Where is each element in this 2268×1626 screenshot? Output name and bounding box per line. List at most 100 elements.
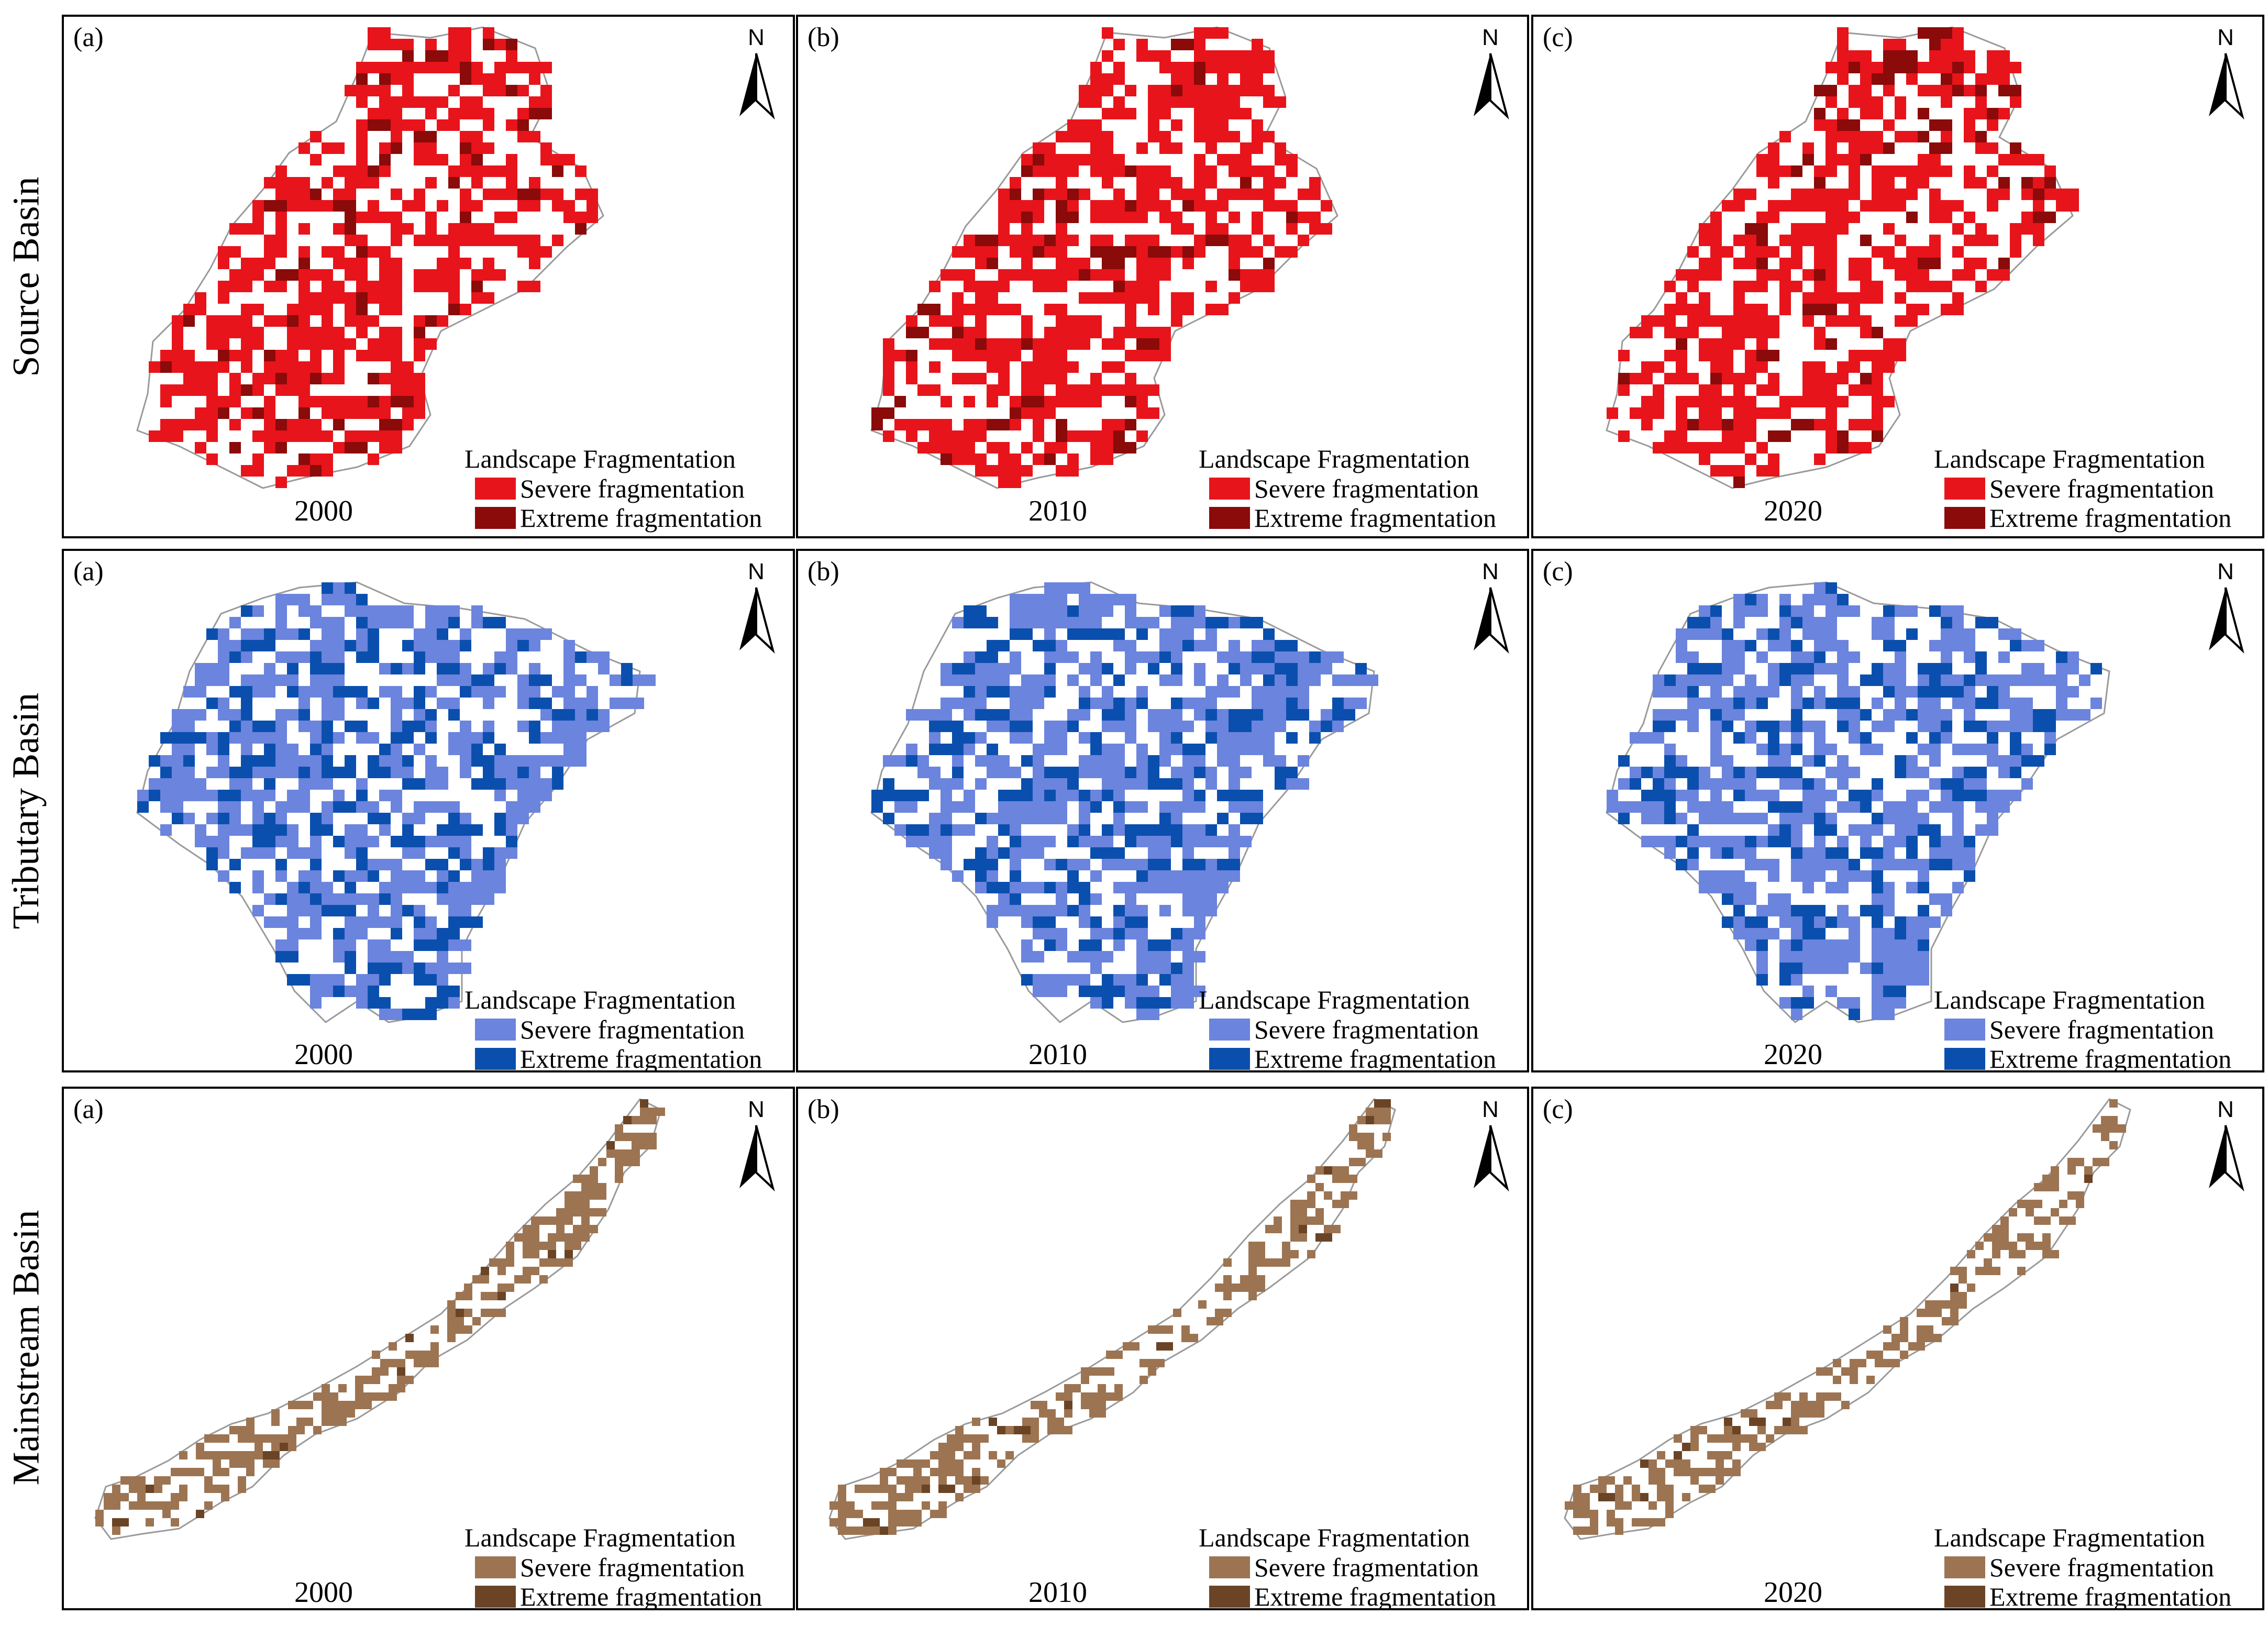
fragmentation-cell bbox=[379, 744, 391, 755]
fragmentation-cell bbox=[356, 870, 368, 882]
fragmentation-cell bbox=[529, 628, 540, 640]
fragmentation-cell bbox=[1676, 790, 1687, 801]
fragmentation-cell bbox=[1252, 165, 1263, 177]
fragmentation-cell bbox=[356, 594, 368, 605]
fragmentation-cell bbox=[160, 778, 183, 790]
fragmentation-cell bbox=[1791, 223, 1814, 235]
legend-label-extreme: Extreme fragmentation bbox=[1989, 1582, 2232, 1610]
fragmentation-cell bbox=[356, 350, 379, 361]
fragmentation-cell bbox=[345, 882, 356, 893]
fragmentation-cell bbox=[1929, 605, 1941, 617]
fragmentation-cell bbox=[1849, 350, 1860, 361]
fragmentation-cell bbox=[1139, 1376, 1148, 1384]
fragmentation-cell bbox=[310, 453, 322, 465]
fragmentation-cell bbox=[1779, 258, 1791, 269]
fragmentation-cell bbox=[964, 1476, 972, 1485]
fragmentation-cell bbox=[1113, 258, 1125, 269]
fragmentation-cell bbox=[252, 870, 264, 882]
fragmentation-cell bbox=[1229, 292, 1240, 304]
fragmentation-cell bbox=[964, 605, 987, 617]
fragmentation-cell bbox=[1021, 732, 1033, 744]
fragmentation-cell bbox=[1113, 281, 1125, 292]
fragmentation-cell bbox=[368, 246, 391, 258]
fragmentation-cell bbox=[1263, 721, 1275, 732]
fragmentation-cell bbox=[1148, 963, 1171, 974]
fragmentation-cell bbox=[1079, 594, 1090, 605]
fragmentation-cell bbox=[1274, 1216, 1282, 1225]
fragmentation-cell bbox=[1779, 939, 1791, 951]
fragmentation-cell bbox=[1906, 281, 1918, 292]
fragmentation-cell bbox=[1895, 939, 1918, 951]
fragmentation-cell bbox=[1733, 893, 1756, 905]
fragmentation-cell bbox=[1113, 721, 1125, 732]
fragmentation-cell bbox=[506, 235, 517, 246]
fragmentation-cell bbox=[2056, 651, 2067, 663]
fragmentation-cell bbox=[1687, 698, 1699, 709]
fragmentation-cell bbox=[1756, 974, 1768, 986]
fragmentation-cell bbox=[1263, 50, 1275, 62]
fragmentation-cell bbox=[1710, 721, 1722, 732]
fragmentation-cell bbox=[987, 744, 998, 755]
fragmentation-cell bbox=[275, 870, 287, 882]
basin-map bbox=[136, 26, 604, 489]
fragmentation-cell bbox=[523, 1233, 531, 1242]
fragmentation-cell bbox=[1791, 281, 1802, 292]
fragmentation-cell bbox=[1033, 698, 1044, 709]
fragmentation-cell bbox=[447, 1300, 456, 1309]
fragmentation-cell bbox=[1783, 1392, 1791, 1401]
fragmentation-cell bbox=[987, 396, 998, 407]
fragmentation-cell bbox=[964, 246, 975, 258]
fragmentation-cell bbox=[241, 721, 252, 732]
fragmentation-cell bbox=[1102, 292, 1113, 304]
fragmentation-cell bbox=[1975, 73, 1987, 85]
fragmentation-cell bbox=[345, 916, 356, 928]
fragmentation-cell bbox=[1010, 338, 1021, 350]
fragmentation-cell bbox=[913, 1518, 922, 1527]
fragmentation-cell bbox=[1710, 350, 1733, 361]
fragmentation-cell bbox=[517, 246, 529, 258]
fragmentation-cell bbox=[1263, 165, 1275, 177]
fragmentation-cell bbox=[897, 1510, 905, 1518]
fragmentation-cell bbox=[195, 419, 218, 430]
fragmentation-cell bbox=[333, 142, 345, 154]
fragmentation-cell bbox=[1623, 1476, 1632, 1485]
fragmentation-cell bbox=[1090, 963, 1102, 974]
fragmentation-cell bbox=[1676, 859, 1687, 870]
fragmentation-cell bbox=[1182, 292, 1194, 304]
fragmentation-cell bbox=[1779, 407, 1791, 419]
fragmentation-cell bbox=[1791, 419, 1814, 430]
fragmentation-cell bbox=[1756, 905, 1768, 916]
fragmentation-cell bbox=[1665, 1459, 1674, 1468]
fragmentation-cell bbox=[1682, 1459, 1690, 1468]
fragmentation-cell bbox=[345, 582, 356, 594]
fragmentation-cell bbox=[2051, 1183, 2059, 1191]
fragmentation-cell bbox=[1194, 73, 1205, 85]
fragmentation-cell bbox=[1987, 62, 1998, 73]
fragmentation-cell bbox=[1653, 396, 1664, 407]
fragmentation-cell bbox=[425, 50, 448, 62]
fragmentation-cell bbox=[1837, 905, 1849, 916]
fragmentation-cell bbox=[1148, 1325, 1156, 1334]
fragmentation-cell bbox=[252, 824, 264, 836]
fragmentation-cell bbox=[264, 663, 275, 674]
fragmentation-cell bbox=[938, 1451, 947, 1459]
fragmentation-cell bbox=[1194, 62, 1205, 73]
fragmentation-cell bbox=[275, 951, 287, 963]
fragmentation-cell bbox=[1113, 39, 1125, 50]
fragmentation-cell bbox=[1159, 212, 1182, 223]
fragmentation-cell bbox=[1906, 315, 1918, 327]
fragmentation-cell bbox=[1021, 258, 1033, 269]
fragmentation-cell bbox=[2051, 1208, 2059, 1216]
fragmentation-cell bbox=[1872, 928, 1883, 939]
fragmentation-cell bbox=[368, 640, 379, 651]
fragmentation-cell bbox=[517, 721, 529, 732]
fragmentation-cell bbox=[1883, 119, 1895, 131]
fragmentation-cell bbox=[1866, 1376, 1875, 1384]
fragmentation-cell bbox=[218, 338, 229, 350]
fragmentation-cell bbox=[1217, 62, 1229, 73]
fragmentation-cell bbox=[1722, 200, 1733, 212]
fragmentation-cell bbox=[1664, 304, 1676, 315]
fragmentation-cell bbox=[1298, 663, 1309, 674]
fragmentation-cell bbox=[1309, 651, 1321, 663]
fragmentation-cell bbox=[1079, 767, 1090, 778]
